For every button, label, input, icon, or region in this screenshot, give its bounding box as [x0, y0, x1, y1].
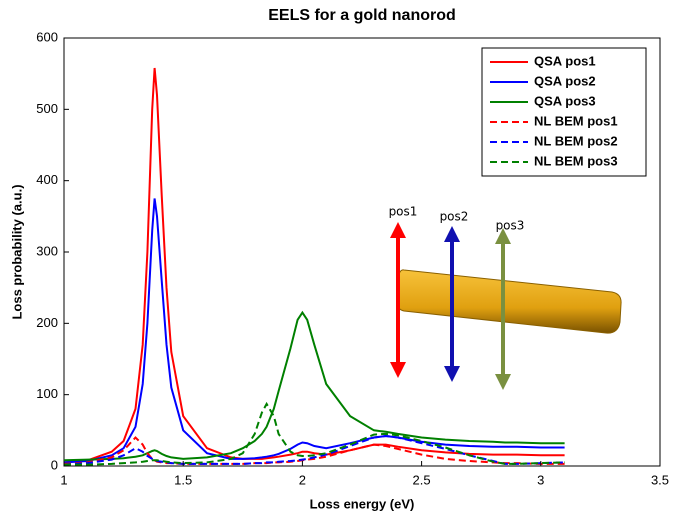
x-axis-label: Loss energy (eV)	[310, 496, 415, 511]
x-tick-label: 3.5	[651, 472, 669, 487]
y-tick-label: 0	[51, 457, 58, 472]
legend-box	[481, 47, 647, 177]
annotation: pos2	[440, 210, 469, 224]
y-tick-label: 100	[36, 386, 58, 401]
y-tick-label: 400	[36, 172, 58, 187]
x-tick-label: 1.5	[174, 472, 192, 487]
legend-label: QSA pos2	[534, 73, 596, 88]
annotation: pos1	[389, 205, 418, 219]
series-line	[63, 310, 565, 462]
annotation: pos3	[496, 219, 525, 233]
x-tick-label: 1	[60, 472, 67, 487]
series-line	[63, 434, 565, 466]
chart-title: EELS for a gold nanorod	[268, 7, 456, 24]
legend-label: NL BEM pos2	[534, 133, 618, 148]
y-axis-label: Loss probability (a.u.)	[9, 184, 24, 319]
y-tick-label: 300	[36, 243, 58, 258]
series-line	[63, 67, 565, 464]
legend-label: QSA pos1	[534, 53, 596, 68]
y-tick-label: 500	[36, 101, 58, 116]
nanorod-inset: pos1 pos2 pos3	[389, 205, 622, 390]
legend-label: QSA pos3	[534, 93, 596, 108]
series-line	[63, 198, 565, 464]
x-tick-label: 2	[299, 472, 306, 487]
y-tick-label: 600	[36, 29, 58, 44]
legend-label: NL BEM pos3	[534, 153, 618, 168]
x-tick-label: 3	[537, 472, 544, 487]
nanorod	[396, 269, 622, 334]
legend-label: NL BEM pos1	[534, 113, 618, 128]
x-tick-label: 2.5	[413, 472, 431, 487]
y-tick-label: 200	[36, 315, 58, 330]
series-line	[64, 401, 565, 466]
